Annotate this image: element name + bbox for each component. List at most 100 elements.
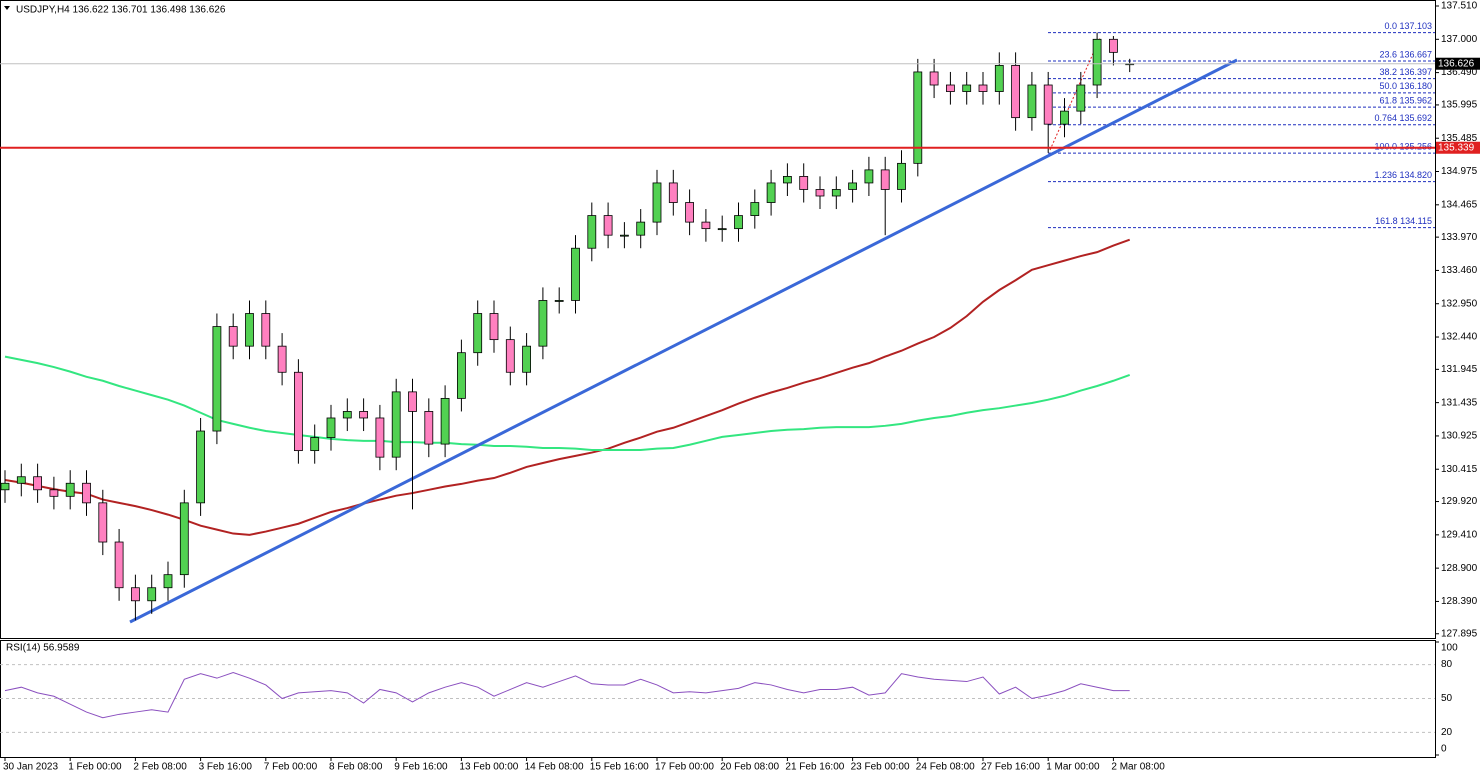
x-tick-label: 3 Feb 16:00	[199, 762, 253, 773]
x-tick-label: 8 Feb 08:00	[329, 762, 383, 773]
x-tick-label: 27 Feb 16:00	[981, 762, 1040, 773]
candle-body	[522, 345, 531, 373]
fib-label: 38.2 136.397	[1379, 67, 1432, 77]
y-tick-label: 137.000	[1441, 34, 1478, 45]
candle-body	[212, 326, 222, 432]
y-tick-label: 132.950	[1441, 298, 1478, 309]
candle-body	[82, 482, 91, 504]
x-tick-label: 7 Feb 00:00	[264, 762, 318, 773]
candle-body	[1092, 38, 1102, 86]
candle-body	[277, 345, 287, 373]
x-tick-label: 15 Feb 16:00	[590, 762, 649, 773]
price-panel	[0, 0, 1436, 639]
x-tick-label: 2 Feb 08:00	[133, 762, 187, 773]
y-tick-label: 134.465	[1441, 199, 1478, 210]
x-tick-label: 2 Mar 08:00	[1111, 762, 1165, 773]
candle-body	[815, 189, 825, 197]
candle-body	[391, 391, 401, 458]
candle-body	[571, 247, 580, 301]
candle-body	[750, 202, 760, 216]
candle-body	[766, 182, 776, 203]
candle-body	[946, 84, 955, 92]
candle-body	[147, 587, 157, 602]
candle-body	[424, 411, 434, 445]
candle-body	[620, 234, 629, 237]
y-tick-label: 131.945	[1441, 364, 1478, 375]
candle-body	[913, 71, 923, 164]
current-price-label: 136.626	[1438, 58, 1475, 69]
y-tick-label: 130.415	[1441, 464, 1478, 475]
y-tick-label: 128.900	[1441, 563, 1478, 574]
y-tick-label: 133.460	[1441, 265, 1478, 276]
x-tick-label: 14 Feb 08:00	[525, 762, 584, 773]
symbol-icon	[4, 6, 10, 10]
candle-body	[228, 326, 238, 347]
y-tick-label: 135.485	[1441, 133, 1478, 144]
candle-body	[880, 169, 890, 190]
candle-body	[799, 176, 809, 190]
y-tick-label: 80	[1441, 659, 1453, 670]
candle-body	[375, 417, 385, 458]
candle-body	[196, 430, 206, 504]
x-tick-label: 23 Feb 00:00	[851, 762, 910, 773]
candle-body	[114, 541, 124, 589]
y-tick-label: 136.490	[1441, 67, 1478, 78]
x-tick-label: 30 Jan 2023	[3, 762, 58, 773]
x-tick-label: 1 Feb 00:00	[68, 762, 122, 773]
candle-body	[130, 587, 140, 602]
candle-body	[261, 313, 271, 347]
x-tick-label: 1 Mar 00:00	[1046, 762, 1100, 773]
rsi-title: RSI(14) 56.9589	[6, 643, 80, 654]
candle-body	[962, 84, 972, 92]
candle-body	[734, 215, 743, 230]
candle-body	[1060, 110, 1069, 125]
y-tick-label: 127.895	[1441, 628, 1478, 639]
fib-label: 0.764 135.692	[1374, 113, 1432, 123]
candle-body	[978, 84, 988, 92]
y-tick-label: 128.390	[1441, 596, 1478, 607]
y-tick-label: 50	[1441, 693, 1453, 704]
y-tick-label: 132.440	[1441, 332, 1478, 343]
candle-body	[440, 397, 450, 445]
candle-body	[929, 71, 939, 86]
candle-body	[897, 162, 906, 190]
candle-body	[65, 482, 75, 497]
y-tick-label: 100	[1441, 643, 1458, 654]
candle-body	[848, 182, 857, 190]
candle-body	[473, 313, 483, 354]
candle-body	[587, 215, 597, 249]
horizontal-level-label: 135.339	[1438, 142, 1475, 153]
y-tick-label: 135.995	[1441, 100, 1478, 111]
candle-body	[701, 221, 711, 230]
x-tick-label: 9 Feb 16:00	[394, 762, 448, 773]
candle-body	[49, 489, 59, 497]
candle-body	[636, 221, 646, 236]
candle-body	[326, 417, 336, 438]
candle-body	[717, 228, 727, 231]
y-tick-label: 0	[1441, 744, 1447, 755]
candle-body	[0, 482, 10, 491]
moving-average	[4, 355, 1131, 451]
candle-body	[1109, 38, 1118, 53]
candle-body	[1043, 84, 1053, 125]
candle-body	[163, 574, 173, 589]
candle-body	[16, 476, 26, 484]
candle-body	[652, 182, 662, 223]
candle-body	[505, 339, 515, 373]
candle-body	[408, 391, 417, 412]
candle-body	[994, 65, 1004, 92]
fib-label: 1.236 134.820	[1374, 170, 1432, 180]
x-tick-label: 20 Feb 08:00	[720, 762, 779, 773]
y-tick-label: 130.925	[1441, 431, 1478, 442]
fib-anchor	[1049, 37, 1101, 151]
fib-label: 161.8 134.115	[1375, 216, 1432, 226]
candle-body	[98, 502, 108, 543]
candle-body	[33, 476, 42, 491]
fib-label: 100.0 135.256	[1374, 142, 1432, 152]
candle-body	[1076, 84, 1086, 112]
candle-body	[245, 313, 254, 347]
fib-label: 61.8 135.962	[1379, 95, 1432, 105]
candle-body	[489, 313, 499, 341]
